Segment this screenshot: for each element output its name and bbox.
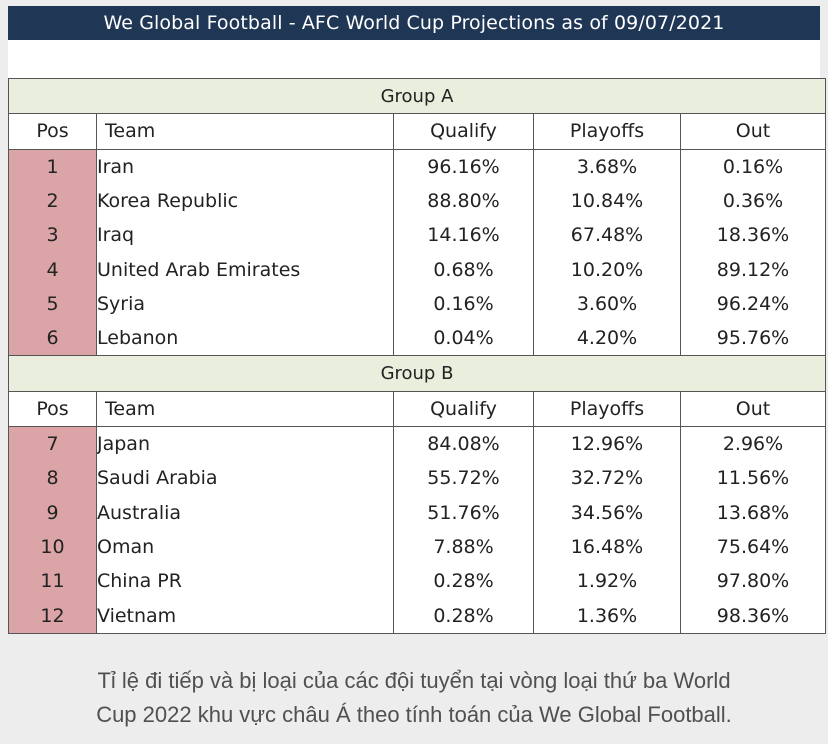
table-row: 9 Australia 51.76% 34.56% 13.68% [8,495,827,530]
position-cell: 4 [8,252,97,287]
col-header-out: Out [679,390,827,427]
position-cell: 3 [8,218,97,253]
team-cell: Syria [96,286,394,322]
position-cell: 7 [8,426,97,462]
qualify-cell: 7.88% [393,529,534,565]
position-cell: 12 [8,598,97,634]
playoffs-cell: 4.20% [533,321,681,357]
projections-table: Group A Pos Team Qualify Playoffs Out 1 Iran 96.… [7,77,827,634]
team-cell: Vietnam [96,598,394,634]
table-row: 5 Syria 0.16% 3.60% 96.24% [8,286,827,322]
team-cell: Iran [96,149,394,184]
column-header-row: Pos Team Qualify Playoffs Out [8,113,827,150]
col-header-team: Team [96,113,394,150]
table-row: 6 Lebanon 0.04% 4.20% 95.76% [8,321,827,357]
playoffs-cell: 67.48% [533,218,681,253]
qualify-cell: 0.28% [393,598,534,634]
qualify-cell: 0.68% [393,252,534,287]
team-cell: United Arab Emirates [96,252,394,287]
qualify-cell: 14.16% [393,218,534,253]
position-cell: 2 [8,183,97,219]
playoffs-cell: 3.60% [533,286,681,322]
qualify-cell: 84.08% [393,426,534,462]
out-cell: 0.36% [679,183,827,219]
position-cell: 5 [8,286,97,322]
col-header-out: Out [679,113,827,150]
playoffs-cell: 10.20% [533,252,681,287]
col-header-team: Team [96,390,394,427]
qualify-cell: 0.28% [393,564,534,599]
banner-title: We Global Football - AFC World Cup Proje… [8,6,820,40]
position-cell: 11 [8,564,97,599]
position-cell: 6 [8,321,97,357]
playoffs-cell: 16.48% [533,529,681,565]
table-row: 1 Iran 96.16% 3.68% 0.16% [8,149,827,184]
column-header-row: Pos Team Qualify Playoffs Out [8,390,827,427]
position-cell: 1 [8,149,97,184]
playoffs-cell: 1.92% [533,564,681,599]
team-cell: Australia [96,495,394,530]
group-name: Group A [7,77,827,115]
qualify-cell: 96.16% [393,149,534,184]
team-cell: Korea Republic [96,183,394,219]
banner-spacer [8,40,820,78]
out-cell: 13.68% [679,495,827,530]
team-cell: Japan [96,426,394,462]
playoffs-cell: 32.72% [533,461,681,496]
out-cell: 98.36% [679,598,827,634]
col-header-qualify: Qualify [393,390,534,427]
out-cell: 95.76% [679,321,827,357]
playoffs-cell: 3.68% [533,149,681,184]
out-cell: 89.12% [679,252,827,287]
out-cell: 18.36% [679,218,827,253]
group-header-row: Group A [7,77,827,115]
playoffs-cell: 12.96% [533,426,681,462]
playoffs-cell: 1.36% [533,598,681,634]
table-row: 2 Korea Republic 88.80% 10.84% 0.36% [8,183,827,219]
qualify-cell: 55.72% [393,461,534,496]
out-cell: 75.64% [679,529,827,565]
qualify-cell: 0.16% [393,286,534,322]
out-cell: 96.24% [679,286,827,322]
table-row: 8 Saudi Arabia 55.72% 32.72% 11.56% [8,461,827,496]
col-header-pos: Pos [8,113,97,150]
caption-line-1: Tỉ lệ đi tiếp và bị loại của các đội tuy… [97,668,731,693]
out-cell: 11.56% [679,461,827,496]
out-cell: 0.16% [679,149,827,184]
col-header-qualify: Qualify [393,113,534,150]
team-cell: Lebanon [96,321,394,357]
table-row: 10 Oman 7.88% 16.48% 75.64% [8,529,827,565]
out-cell: 2.96% [679,426,827,462]
playoffs-cell: 34.56% [533,495,681,530]
qualify-cell: 88.80% [393,183,534,219]
playoffs-cell: 10.84% [533,183,681,219]
table-row: 4 United Arab Emirates 0.68% 10.20% 89.12% [8,252,827,287]
team-cell: Oman [96,529,394,565]
col-header-pos: Pos [8,390,97,427]
col-header-playoffs: Playoffs [533,113,681,150]
position-cell: 10 [8,529,97,565]
table-row: 11 China PR 0.28% 1.92% 97.80% [8,564,827,599]
table-row: 12 Vietnam 0.28% 1.36% 98.36% [8,598,827,634]
position-cell: 8 [8,461,97,496]
group-name: Group B [7,355,827,392]
team-cell: Iraq [96,218,394,253]
table-row: 3 Iraq 14.16% 67.48% 18.36% [8,218,827,253]
position-cell: 9 [8,495,97,530]
out-cell: 97.80% [679,564,827,599]
team-cell: China PR [96,564,394,599]
table-row: 7 Japan 84.08% 12.96% 2.96% [8,426,827,462]
team-cell: Saudi Arabia [96,461,394,496]
qualify-cell: 51.76% [393,495,534,530]
qualify-cell: 0.04% [393,321,534,357]
caption-line-2: Cup 2022 khu vực châu Á theo tính toán c… [96,702,732,727]
image-caption: Tỉ lệ đi tiếp và bị loại của các đội tuy… [10,664,818,732]
group-header-row: Group B [7,355,827,392]
col-header-playoffs: Playoffs [533,390,681,427]
